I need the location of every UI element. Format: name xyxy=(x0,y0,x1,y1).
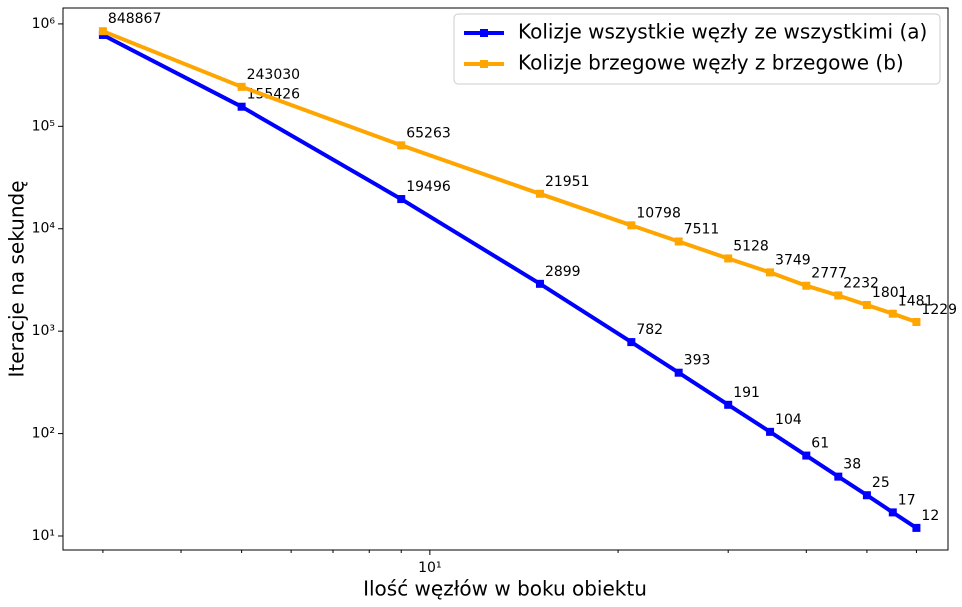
data-label: 243030 xyxy=(247,67,300,83)
point-marker xyxy=(98,27,107,36)
data-label: 155426 xyxy=(247,87,301,103)
data-label: 848867 xyxy=(108,11,161,27)
point-marker xyxy=(766,427,775,436)
data-label: 1801 xyxy=(872,285,908,301)
legend-text: Kolizje brzegowe węzły z brzegowe (b) xyxy=(518,51,904,75)
point-marker xyxy=(237,82,246,91)
y-tick-label: 10⁶ xyxy=(32,16,56,32)
data-label: 12 xyxy=(921,508,939,524)
legend-marker xyxy=(480,29,488,37)
y-tick-label: 10⁴ xyxy=(32,221,56,237)
x-tick-label: 10¹ xyxy=(418,560,441,576)
point-marker xyxy=(627,221,636,230)
data-label: 17 xyxy=(898,492,916,508)
data-label: 2899 xyxy=(545,264,581,280)
point-marker xyxy=(862,300,871,309)
x-axis-label: Ilość węzłów w boku obiektu xyxy=(363,577,647,601)
point-marker xyxy=(862,491,871,500)
data-label: 19496 xyxy=(406,179,451,195)
point-marker xyxy=(397,141,406,150)
point-marker xyxy=(535,279,544,288)
point-marker xyxy=(724,254,733,263)
data-label: 25 xyxy=(872,475,890,491)
point-marker xyxy=(802,281,811,290)
data-label: 10798 xyxy=(636,205,681,221)
data-label: 3749 xyxy=(775,252,811,268)
data-label: 61 xyxy=(811,436,829,452)
y-tick-label: 10² xyxy=(32,426,55,442)
data-label: 782 xyxy=(636,322,663,338)
point-marker xyxy=(888,508,897,517)
data-label: 104 xyxy=(775,412,802,428)
point-marker xyxy=(912,317,921,326)
data-label: 1481 xyxy=(898,294,934,310)
legend-text: Kolizje wszystkie węzły ze wszystkimi (a… xyxy=(518,20,927,44)
data-label: 2232 xyxy=(843,275,879,291)
legend-box xyxy=(453,13,941,85)
data-label: 393 xyxy=(684,353,711,369)
y-tick-label: 10³ xyxy=(32,323,55,339)
point-marker xyxy=(834,472,843,481)
legend-marker xyxy=(480,60,488,68)
data-label: 2777 xyxy=(811,266,847,282)
y-tick-label: 10⁵ xyxy=(32,118,55,134)
point-marker xyxy=(397,195,406,204)
data-label: 1229 xyxy=(921,302,957,318)
plot-frame xyxy=(62,7,949,551)
data-label: 21951 xyxy=(545,174,590,190)
point-marker xyxy=(627,338,636,347)
point-marker xyxy=(766,268,775,277)
data-label: 65263 xyxy=(406,125,451,141)
point-marker xyxy=(535,189,544,198)
data-label: 5128 xyxy=(733,238,769,254)
data-label: 7511 xyxy=(684,221,720,237)
data-label: 38 xyxy=(843,457,861,473)
point-marker xyxy=(674,237,683,246)
y-tick-label: 10¹ xyxy=(32,528,55,544)
point-marker xyxy=(724,400,733,409)
data-label: 191 xyxy=(733,385,760,401)
point-marker xyxy=(888,309,897,318)
point-marker xyxy=(912,523,921,532)
point-marker xyxy=(834,291,843,300)
point-marker xyxy=(674,368,683,377)
point-marker xyxy=(802,451,811,460)
y-axis-label: Iteracje na sekundę xyxy=(5,180,29,377)
point-marker xyxy=(237,102,246,111)
